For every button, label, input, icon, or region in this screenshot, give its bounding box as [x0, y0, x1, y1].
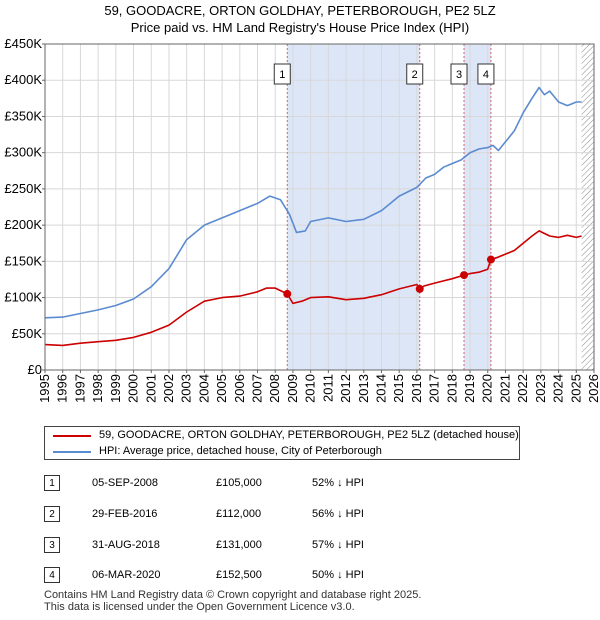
price-paid-line — [44, 230, 582, 347]
chart-title: 59, GOODACRE, ORTON GOLDHAY, PETERBOROUG… — [104, 3, 496, 18]
x-tick-label: 2011 — [320, 374, 335, 402]
x-tick-label: 1997 — [72, 374, 87, 403]
y-tick-label: £350K — [4, 108, 42, 123]
x-tick-label: 1995 — [37, 374, 52, 403]
sale-point — [460, 271, 469, 280]
sale-label-number: 4 — [483, 69, 489, 81]
y-tick-label: £400K — [4, 72, 42, 87]
y-tick-label: £450K — [4, 36, 42, 51]
sale-number-badge: 3 — [44, 537, 60, 553]
sale-number-badge: 1 — [44, 475, 60, 491]
y-tick-label: £300K — [4, 145, 42, 160]
future-hatch — [581, 44, 594, 370]
y-tick-label: £250K — [4, 181, 42, 196]
y-tick-label: £200K — [4, 217, 42, 232]
x-tick-label: 2021 — [497, 374, 512, 403]
hpi-line — [44, 86, 582, 319]
table-row: 1 05-SEP-2008 £105,000 52% ↓ HPI — [0, 475, 600, 495]
x-tick-label: 2020 — [480, 374, 495, 403]
x-tick-label: 2000 — [126, 374, 141, 403]
x-tick-label: 2015 — [391, 374, 406, 403]
table-row: 4 06-MAR-2020 £152,500 50% ↓ HPI — [0, 567, 600, 587]
x-tick-label: 2002 — [161, 374, 176, 403]
legend-swatch-hpi — [53, 451, 91, 453]
sale-hpi-diff: 52% ↓ HPI — [312, 477, 364, 489]
y-tick-label: £100K — [4, 290, 42, 305]
sale-price: £131,000 — [216, 539, 262, 551]
sale-point — [283, 289, 292, 298]
legend-label: HPI: Average price, detached house, City… — [99, 445, 382, 457]
sale-date: 29-FEB-2016 — [92, 508, 158, 520]
x-tick-label: 2012 — [338, 374, 353, 403]
sale-label-number: 2 — [412, 69, 418, 81]
sale-price: £112,000 — [216, 508, 262, 520]
x-tick-label: 2006 — [232, 374, 247, 403]
x-tick-label: 2024 — [551, 374, 566, 403]
sale-point — [486, 255, 495, 264]
sale-label-number: 1 — [279, 69, 285, 81]
table-row: 3 31-AUG-2018 £131,000 57% ↓ HPI — [0, 537, 600, 557]
x-tick-label: 2019 — [462, 374, 477, 403]
x-tick-label: 1998 — [90, 374, 105, 403]
legend: 59, GOODACRE, ORTON GOLDHAY, PETERBOROUG… — [44, 426, 520, 460]
sale-price: £105,000 — [216, 477, 262, 489]
sale-interval-shade — [287, 44, 420, 370]
sale-interval-shade — [464, 44, 491, 370]
plot-frame — [44, 43, 595, 371]
sale-point — [415, 284, 424, 293]
sale-number-badge: 4 — [44, 567, 60, 583]
x-tick-label: 2025 — [568, 374, 583, 403]
x-tick-label: 1999 — [108, 374, 123, 403]
sale-hpi-diff: 50% ↓ HPI — [312, 569, 364, 581]
legend-swatch-price-paid — [53, 435, 91, 437]
x-tick-label: 2009 — [285, 374, 300, 403]
x-tick-label: 2005 — [214, 374, 229, 403]
x-tick-label: 2008 — [267, 374, 282, 403]
sale-label-box — [450, 63, 468, 85]
footer-license: This data is licensed under the Open Gov… — [44, 601, 355, 613]
sale-number-badge: 2 — [44, 506, 60, 522]
x-tick-label: 2026 — [586, 374, 600, 403]
footer-copyright: Contains HM Land Registry data © Crown c… — [44, 589, 422, 601]
x-tick-label: 2010 — [303, 374, 318, 403]
sale-date: 31-AUG-2018 — [92, 539, 160, 551]
x-tick-label: 2023 — [533, 374, 548, 403]
sale-hpi-diff: 56% ↓ HPI — [312, 508, 364, 520]
y-tick-label: £0 — [28, 362, 42, 377]
x-tick-label: 2013 — [356, 374, 371, 403]
sale-date: 05-SEP-2008 — [92, 477, 159, 489]
legend-label: 59, GOODACRE, ORTON GOLDHAY, PETERBOROUG… — [99, 429, 519, 441]
table-row: 2 29-FEB-2016 £112,000 56% ↓ HPI — [0, 506, 600, 526]
sale-price: £152,500 — [216, 569, 262, 581]
x-tick-label: 2003 — [179, 374, 194, 403]
sale-label-box — [406, 63, 424, 85]
y-tick-label: £150K — [4, 253, 42, 268]
x-tick-label: 2017 — [427, 374, 442, 403]
chart-subtitle: Price paid vs. HM Land Registry's House … — [130, 20, 470, 35]
sale-hpi-diff: 57% ↓ HPI — [312, 539, 364, 551]
x-tick-label: 2014 — [373, 374, 388, 403]
x-tick-label: 2018 — [444, 374, 459, 403]
x-tick-label: 2004 — [196, 374, 211, 403]
price-chart: 1 2 3 4 £0 £50K £100K £150K £200K £250K £300K £350… — [4, 36, 600, 403]
x-tick-label: 2016 — [409, 374, 424, 403]
sale-date: 06-MAR-2020 — [92, 569, 161, 581]
sale-label-number: 3 — [456, 69, 462, 81]
y-tick-label: £50K — [12, 326, 43, 341]
x-tick-label: 2022 — [515, 374, 530, 403]
x-tick-label: 2007 — [250, 374, 265, 403]
sale-label-box — [273, 63, 291, 85]
x-tick-label: 1996 — [55, 374, 70, 403]
sale-label-box — [477, 63, 495, 85]
x-tick-label: 2001 — [143, 374, 158, 403]
